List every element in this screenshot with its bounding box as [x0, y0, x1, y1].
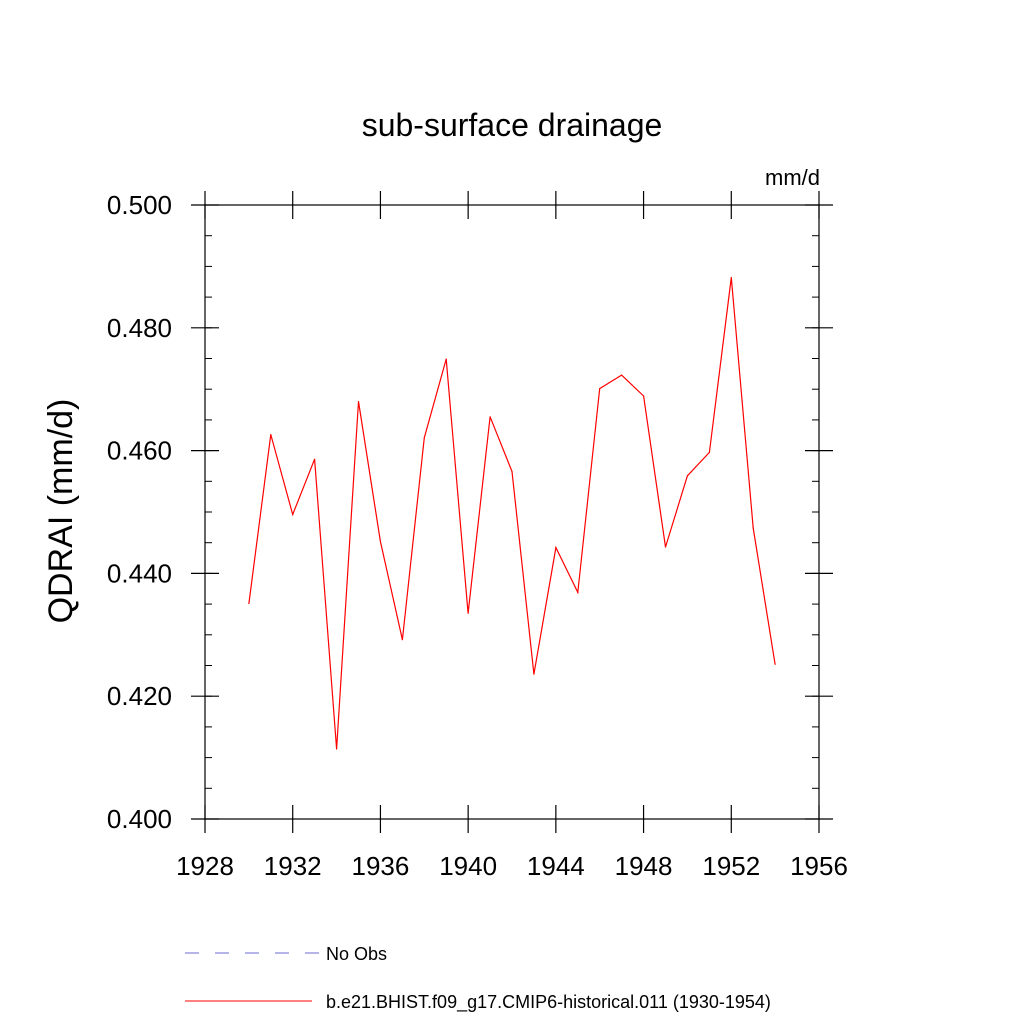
data-point: [423, 437, 425, 439]
y-tick-label: 0.460: [107, 436, 172, 466]
data-point: [357, 400, 360, 403]
x-tick-label: 1952: [702, 851, 760, 881]
x-tick-label: 1948: [615, 851, 673, 881]
data-point: [730, 276, 732, 279]
data-point: [314, 458, 316, 460]
x-tick-label: 1944: [527, 851, 585, 881]
data-point: [642, 395, 645, 397]
units-label: mm/d: [765, 165, 820, 190]
x-tick-label: 1936: [352, 851, 410, 881]
plot-frame: [204, 204, 820, 820]
x-tick-label: 1940: [439, 851, 497, 881]
y-tick-label: 0.500: [107, 190, 172, 220]
data-point: [664, 546, 667, 548]
x-tick-label: 1932: [264, 851, 322, 881]
data-point: [774, 663, 776, 665]
legend: No Obs b.e21.BHIST.f09_g17.CMIP6-histori…: [185, 944, 771, 1013]
x-tick-labels: 1928 1932 1936 1940 1944 1948 1952 1956: [176, 851, 848, 881]
y-axis-label: QDRAI (mm/d): [42, 399, 80, 624]
y-major-ticks: [191, 204, 833, 820]
data-point: [621, 374, 623, 376]
data-point: [292, 513, 294, 516]
data-point: [401, 639, 403, 641]
data-point: [489, 416, 491, 418]
data-point: [445, 358, 447, 360]
data-point: [270, 434, 272, 436]
data-point: [511, 470, 513, 473]
x-major-ticks: [204, 191, 820, 833]
data-point: [467, 612, 469, 614]
legend-label-no-obs: No Obs: [326, 944, 387, 964]
y-tick-label: 0.420: [107, 681, 172, 711]
data-point: [379, 540, 382, 543]
y-minor-ticks: [205, 204, 819, 820]
data-point: [248, 602, 250, 605]
data-point: [752, 527, 754, 529]
x-tick-label: 1956: [790, 851, 848, 881]
legend-label-model: b.e21.BHIST.f09_g17.CMIP6-historical.011…: [326, 992, 771, 1013]
data-point: [708, 451, 710, 454]
data-point: [599, 387, 601, 390]
data-point: [686, 475, 689, 477]
data-points: [248, 276, 776, 750]
data-point: [533, 673, 535, 675]
y-tick-labels: 0.400 0.420 0.440 0.460 0.480 0.500: [107, 190, 172, 834]
y-tick-label: 0.400: [107, 804, 172, 834]
data-point: [577, 591, 579, 594]
series-line: [248, 277, 776, 750]
y-tick-label: 0.440: [107, 558, 172, 588]
x-tick-label: 1928: [176, 851, 234, 881]
data-point: [555, 547, 557, 549]
y-tick-label: 0.480: [107, 313, 172, 343]
chart-title: sub-surface drainage: [362, 107, 663, 143]
data-point: [335, 748, 338, 750]
